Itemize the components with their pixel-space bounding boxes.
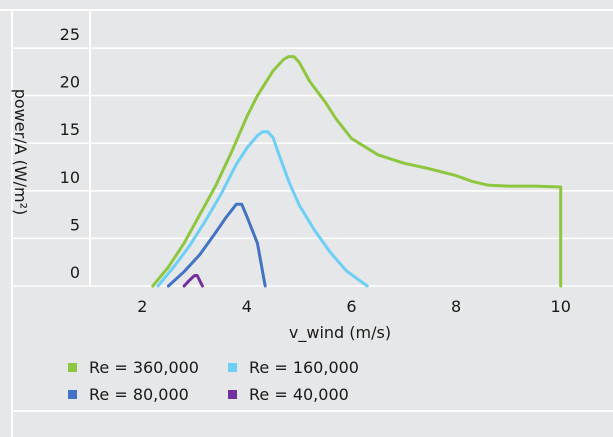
legend-label: Re = 160,000 xyxy=(249,358,359,377)
series-line-re40000 xyxy=(182,274,204,288)
legend-item-re160000: Re = 160,000 xyxy=(228,358,388,377)
y-tick-label-5: 5 xyxy=(70,215,80,234)
x-tick-label-10: 10 xyxy=(551,297,571,316)
y-axis-title: power/A (W/m²) xyxy=(11,89,30,216)
legend-label: Re = 40,000 xyxy=(249,385,349,404)
y-tick-label-20: 20 xyxy=(60,73,80,92)
series-line-re160000 xyxy=(156,130,369,288)
legend-swatch xyxy=(228,390,237,399)
series-lines xyxy=(151,55,563,288)
legend-label: Re = 360,000 xyxy=(89,358,199,377)
x-tick-label-2: 2 xyxy=(137,297,147,316)
x-tick-label-6: 6 xyxy=(346,297,356,316)
y-tick-label-25: 25 xyxy=(60,25,80,44)
legend-item-re40000: Re = 40,000 xyxy=(228,385,388,404)
gridlines xyxy=(12,47,613,287)
x-tick-label-4: 4 xyxy=(242,297,252,316)
series-line-re360000 xyxy=(151,55,563,288)
chart-legend: Re = 360,000 Re = 160,000 Re = 80,000 Re = … xyxy=(68,358,388,404)
legend-label: Re = 80,000 xyxy=(89,385,189,404)
y-tick-label-0: 0 xyxy=(70,263,80,282)
x-tick-labels: 2 4 6 8 10 xyxy=(137,297,571,316)
legend-item-re360000: Re = 360,000 xyxy=(68,358,228,377)
y-tick-labels: 0 5 10 15 20 25 xyxy=(60,25,80,282)
x-axis-title: v_wind (m/s) xyxy=(289,323,391,343)
legend-swatch xyxy=(228,363,237,372)
x-tick-label-8: 8 xyxy=(451,297,461,316)
legend-swatch xyxy=(68,363,77,372)
series-line-re80000 xyxy=(166,202,267,288)
legend-swatch xyxy=(68,390,77,399)
y-tick-label-15: 15 xyxy=(60,120,80,139)
y-tick-label-10: 10 xyxy=(60,168,80,187)
legend-item-re80000: Re = 80,000 xyxy=(68,385,228,404)
